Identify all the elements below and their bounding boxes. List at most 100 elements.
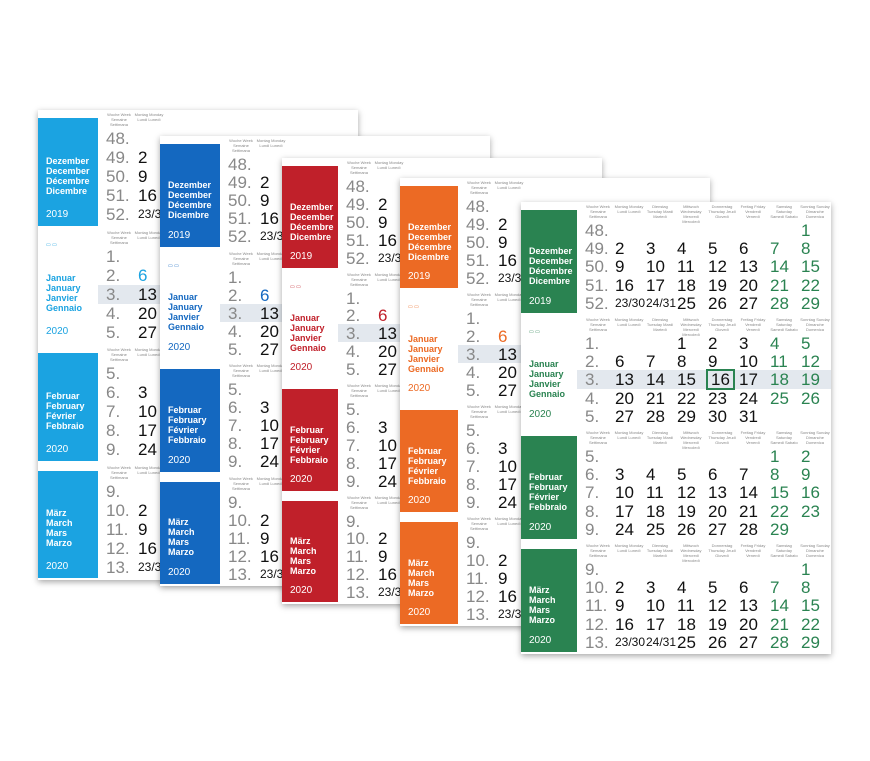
weekday-header: Woche Week Semaine Settimana <box>347 383 371 398</box>
week-number: 11. <box>585 596 608 616</box>
week-number: 52. <box>228 227 252 247</box>
day-number: 17 <box>378 453 397 473</box>
week-number: 5. <box>106 364 121 383</box>
day-number: 26 <box>708 293 727 313</box>
week-number: 8. <box>585 501 600 521</box>
week-number: 11. <box>466 569 489 588</box>
day-number: 10 <box>646 596 665 616</box>
week-number: 13. <box>346 583 370 603</box>
weekday-header: Montag Monday Lundi Lunedì <box>256 475 286 486</box>
week-number: 6. <box>346 417 361 437</box>
day-number: 6 <box>739 239 749 259</box>
weekday-header: Montag Monday Lundi Lunedì <box>614 430 644 440</box>
month-band-feb: Februar February Février Febbraio 2020 <box>400 410 458 512</box>
day-number: 22 <box>677 388 696 408</box>
day-number: 25 <box>770 388 789 408</box>
calendar-sheet-green: Dezember December Décembre Dicembre 2019 Woch… <box>521 202 831 654</box>
week-number: 4. <box>466 363 481 382</box>
month-name: Januar <box>408 333 438 344</box>
month-band-feb: Februar February Février Febbraio 2020 <box>282 389 338 491</box>
month-name: Février <box>46 410 77 421</box>
week-number: 48. <box>346 177 370 196</box>
month-name: Dezember <box>529 246 573 257</box>
month-name: Décembre <box>408 241 452 252</box>
weekday-header: Sonntag Sunday Dimanche Domenica <box>800 543 830 558</box>
day-number: 14 <box>646 370 665 390</box>
month-name: December <box>529 256 573 267</box>
week-number: 2. <box>466 327 481 346</box>
day-number: 24 <box>378 471 397 491</box>
day-number: 30 <box>708 406 727 426</box>
brand-logo: ▭ ▭ <box>46 241 57 248</box>
day-number: 31 <box>739 406 758 426</box>
month-name: Dicembre <box>529 276 571 287</box>
day-number: 10 <box>739 352 758 372</box>
week-number: 5. <box>228 339 243 359</box>
weekday-header: Montag Monday Lundi Lunedì <box>374 271 404 282</box>
month-name: Gennaio <box>46 303 83 314</box>
month-band-jan: Januar January Janvier Gennaio 2020 ▭ ▭ <box>38 235 98 343</box>
day-number: 27 <box>739 632 758 652</box>
week-number: 3. <box>346 324 361 344</box>
day-number: 27 <box>260 339 279 359</box>
week-number: 9. <box>346 511 361 531</box>
week-number: 49. <box>106 148 130 168</box>
day-number: 9 <box>498 569 508 588</box>
month-year: 2019 <box>290 250 313 262</box>
month-name: February <box>408 455 447 466</box>
week-number: 51. <box>106 186 130 206</box>
week-number: 6. <box>585 465 600 485</box>
month-band-dec: Dezember December Décembre Dicembre 2019 <box>521 210 577 313</box>
week-number: 13. <box>228 564 252 584</box>
day-number: 9 <box>260 528 270 548</box>
month-name: Décembre <box>168 199 212 210</box>
month-name: Febbraio <box>290 454 329 465</box>
day-number: 20 <box>615 388 634 408</box>
day-number: 18 <box>646 501 665 521</box>
day-number: 25 <box>677 293 696 313</box>
weekday-header: Sonntag Sunday Dimanche Domenica <box>800 204 830 219</box>
day-number: 16 <box>260 209 279 229</box>
weekday-header: Montag Monday Lundi Lunedì <box>134 229 164 240</box>
month-name: Gennaio <box>290 343 327 354</box>
day-number: 27 <box>378 360 397 380</box>
day-number: 2 <box>498 551 508 570</box>
day-number: 5 <box>801 334 811 353</box>
week-number: 52. <box>585 293 609 313</box>
month-name: Mars <box>168 537 190 548</box>
month-band-mar: März March Mars Marzo 2020 <box>400 522 458 624</box>
day-number: 27 <box>498 381 517 400</box>
weekday-header: Woche Week Semaine Settimana <box>229 475 253 491</box>
week-number: 7. <box>466 457 481 476</box>
current-week-highlight <box>577 370 831 389</box>
day-number: 27 <box>708 519 727 539</box>
week-number: 10. <box>466 551 490 570</box>
weekday-header: Montag Monday Lundi Lunedì <box>256 250 286 261</box>
week-number: 9. <box>585 519 600 539</box>
month-name: January <box>529 369 564 380</box>
day-number: 9 <box>615 596 625 616</box>
weekday-header: Montag Monday Lundi Lunedì <box>374 494 404 505</box>
week-number: 8. <box>346 453 361 473</box>
month-name: Mars <box>529 605 551 616</box>
week-number: 52. <box>106 205 130 225</box>
day-number: 28 <box>739 519 758 539</box>
week-number: 3. <box>106 284 121 304</box>
day-number: 21 <box>739 501 758 521</box>
week-number: 13. <box>585 632 609 652</box>
week-number: 4. <box>106 303 121 323</box>
month-name: January <box>408 343 443 354</box>
month-name: Gennaio <box>529 389 566 400</box>
month-band-dec: Dezember December Décembre Dicembre 2019 <box>160 144 220 247</box>
month-name: Janvier <box>529 379 561 390</box>
day-number: 29 <box>770 519 789 539</box>
week-number: 11. <box>346 547 369 567</box>
day-number: 13 <box>708 483 727 503</box>
day-number: 3 <box>615 465 625 485</box>
week-number: 11. <box>228 528 251 548</box>
day-number: 28 <box>770 632 789 652</box>
week-number: 5. <box>346 360 361 380</box>
weekday-header: Woche Week Semaine Settimana <box>347 494 371 510</box>
month-name: Décembre <box>529 266 573 277</box>
month-year: 2020 <box>46 561 69 572</box>
